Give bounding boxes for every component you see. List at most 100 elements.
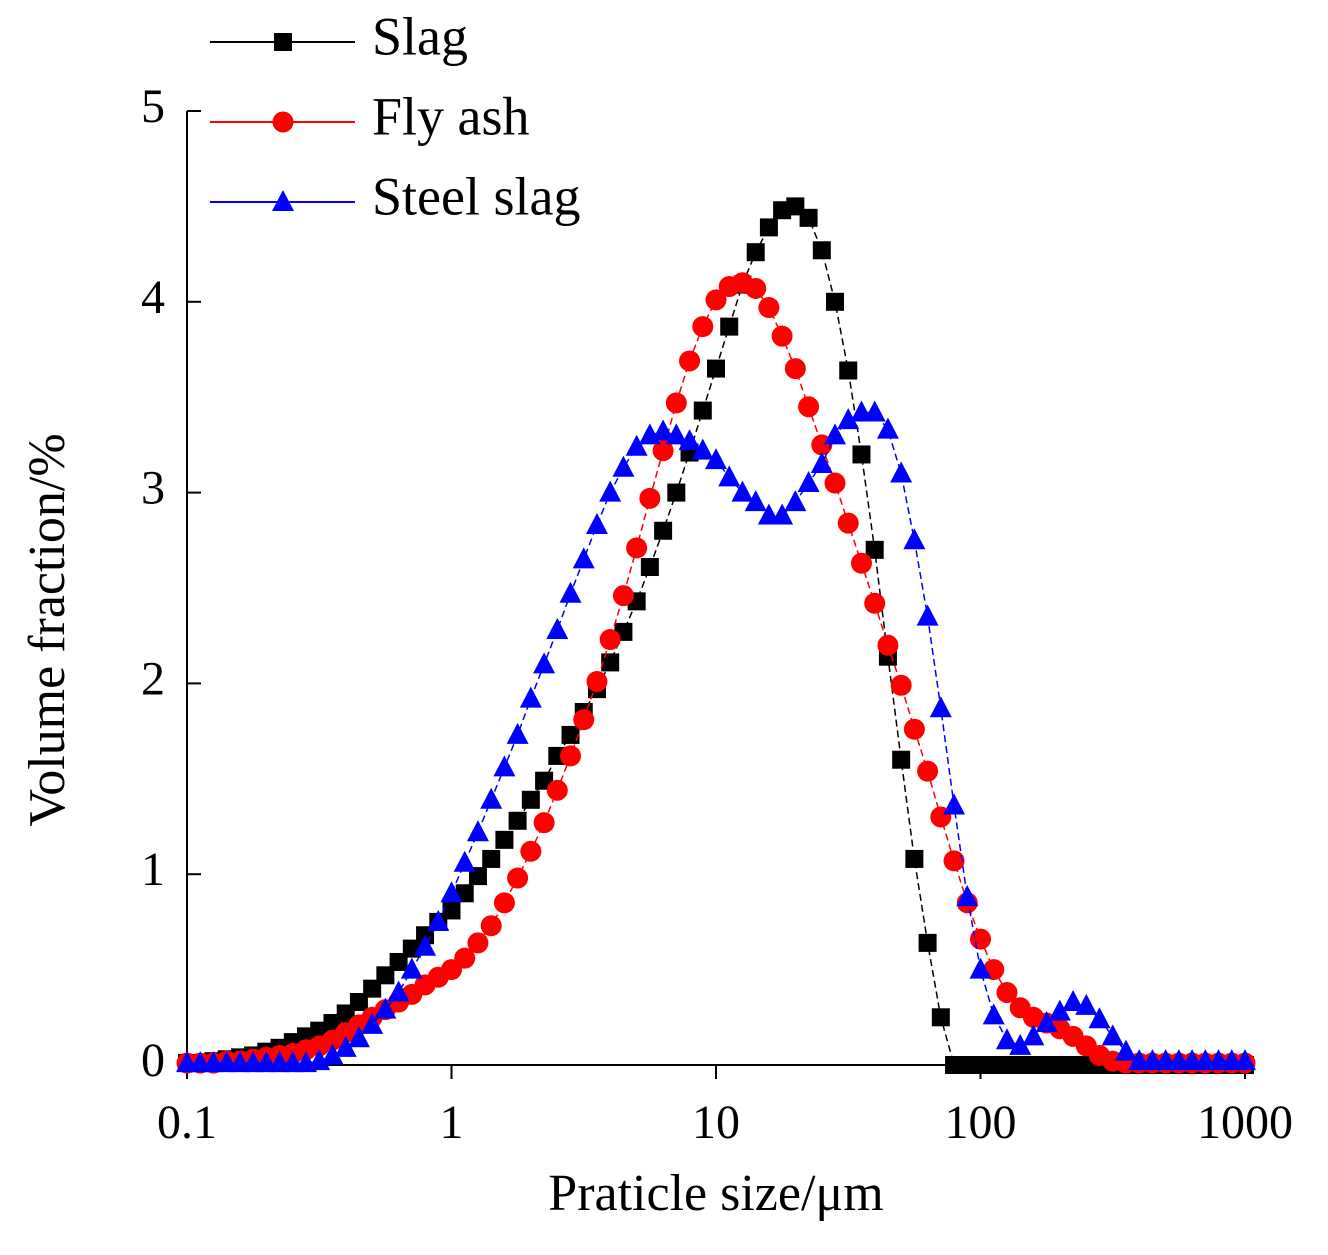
marker [916, 604, 939, 626]
marker [759, 218, 778, 237]
marker [784, 358, 806, 380]
marker [758, 297, 780, 319]
marker [707, 359, 725, 378]
marker [1009, 1033, 1032, 1055]
marker [705, 289, 727, 311]
marker [640, 558, 659, 577]
marker [599, 480, 622, 502]
marker [693, 401, 712, 420]
marker [533, 652, 556, 674]
marker [824, 423, 847, 445]
marker [361, 1012, 384, 1034]
marker [652, 440, 674, 462]
y-tick-label: 0 [141, 1034, 165, 1087]
marker [837, 408, 860, 430]
marker [852, 445, 871, 464]
marker [612, 455, 635, 477]
marker [572, 547, 595, 569]
marker [480, 787, 503, 809]
y-tick-label: 1 [141, 843, 165, 896]
marker [321, 1043, 344, 1065]
x-tick-label: 1000 [1197, 1096, 1293, 1149]
marker [771, 503, 794, 525]
marker [850, 552, 872, 574]
marker [493, 755, 516, 777]
marker [929, 696, 952, 718]
marker [1022, 1024, 1045, 1046]
marker [824, 472, 846, 494]
marker [507, 867, 529, 889]
marker [810, 451, 833, 473]
series-line [187, 205, 1245, 1066]
marker [996, 981, 1018, 1003]
marker [480, 915, 502, 937]
marker [826, 292, 845, 311]
marker [466, 820, 489, 842]
marker [400, 957, 423, 979]
series-line [187, 411, 1245, 1064]
marker [560, 745, 582, 767]
marker [837, 512, 859, 534]
marker [839, 361, 858, 380]
marker [877, 634, 899, 656]
x-tick-label: 100 [945, 1096, 1017, 1149]
marker [520, 840, 542, 862]
marker [865, 540, 884, 559]
y-axis-title: Volume fraction/% [19, 433, 76, 826]
marker [334, 1035, 357, 1057]
legend-label: Slag [372, 6, 468, 66]
marker [467, 932, 489, 954]
marker [784, 490, 807, 512]
marker [692, 316, 714, 338]
marker [519, 686, 542, 708]
marker [969, 957, 992, 979]
marker [1035, 1011, 1058, 1033]
marker [573, 709, 595, 731]
marker [546, 617, 569, 639]
x-tick-label: 0.1 [157, 1096, 217, 1149]
x-tick-label: 1 [440, 1096, 464, 1149]
marker [599, 629, 621, 651]
marker [272, 190, 294, 211]
marker [274, 33, 292, 51]
marker [347, 1026, 370, 1048]
marker [652, 419, 675, 441]
marker [799, 208, 818, 227]
legend-label: Fly ash [372, 86, 530, 146]
y-tick-label: 4 [141, 271, 165, 324]
marker [876, 417, 899, 439]
marker [995, 1028, 1018, 1050]
marker [1048, 999, 1071, 1021]
marker [272, 111, 294, 133]
marker [744, 490, 767, 512]
marker [440, 881, 463, 903]
marker [508, 811, 527, 830]
marker [546, 779, 568, 801]
marker [414, 934, 437, 956]
marker [890, 461, 913, 483]
marker [1088, 1007, 1111, 1029]
marker [890, 674, 912, 696]
marker [601, 653, 620, 672]
marker [455, 884, 474, 903]
marker [905, 849, 924, 868]
y-tick-label: 5 [141, 80, 165, 133]
x-axis-title: Praticle size/μm [548, 1165, 883, 1222]
marker [665, 392, 687, 414]
marker [1075, 993, 1098, 1015]
marker [918, 933, 937, 952]
marker [956, 885, 979, 907]
marker [798, 396, 820, 418]
marker [453, 850, 476, 872]
marker [442, 901, 461, 920]
marker [678, 429, 701, 451]
marker [1114, 1039, 1137, 1061]
marker [731, 480, 754, 502]
legend-label: Steel slag [372, 166, 580, 226]
marker [705, 448, 727, 470]
marker [745, 277, 767, 299]
marker [506, 722, 529, 744]
series-line [187, 281, 1245, 1064]
marker [1062, 990, 1085, 1012]
